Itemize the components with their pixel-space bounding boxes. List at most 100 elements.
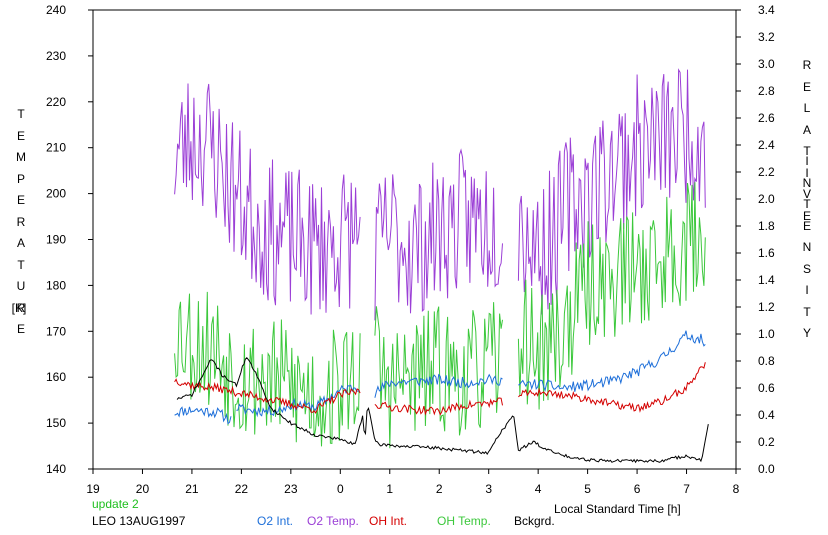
series-line-o2-int (174, 406, 232, 425)
x-tick-label: 8 (733, 482, 740, 496)
x-axis-label: Local Standard Time [h] (554, 502, 681, 516)
axis-label-letter: E (16, 128, 25, 143)
left-tick-label: 220 (46, 95, 66, 109)
series-line-oh-temp (517, 182, 706, 410)
x-tick-label: 23 (284, 482, 298, 496)
axis-label-letter: R (16, 214, 26, 229)
axis-label-letter: S (802, 261, 811, 276)
right-tick-label: 2.0 (758, 192, 775, 206)
x-tick-label: 3 (485, 482, 492, 496)
right-tick-label: 3.2 (758, 30, 775, 44)
axis-label-letter: N (802, 175, 812, 190)
right-tick-label: 0.2 (758, 435, 775, 449)
right-tick-label: 1.8 (758, 219, 775, 233)
legend-item: O2 Int. (257, 514, 294, 528)
x-tick-label: 7 (683, 482, 690, 496)
axis-label-letter: R (16, 300, 26, 315)
right-tick-label: 1.0 (758, 327, 775, 341)
axis-label-letter: P (16, 171, 25, 186)
series-line-o2-int (374, 373, 503, 398)
right-tick-label: 0.8 (758, 354, 775, 368)
legend-item: OH Int. (369, 514, 408, 528)
chart-caption: LEO 13AUG1997 (92, 514, 186, 528)
axis-layer: 1401501601701801902002102202302400.00.20… (46, 3, 775, 516)
left-tick-label: 240 (46, 3, 66, 17)
legend-item: Bckgrd. (514, 514, 555, 528)
right-tick-label: 3.0 (758, 57, 775, 71)
axis-label-letter: N (802, 240, 812, 254)
axis-label-letter: E (16, 322, 25, 336)
axis-label-letter: E (802, 79, 811, 94)
right-tick-label: 2.8 (758, 84, 775, 98)
axis-label-letter: V (802, 187, 811, 201)
right-tick-label: 0.4 (758, 408, 775, 422)
axis-label-letter: R (802, 58, 812, 72)
x-tick-label: 1 (386, 482, 393, 496)
series-layer (174, 68, 709, 464)
axis-label-letter: E (802, 218, 811, 233)
axis-label-letter: T (17, 257, 25, 272)
axis-label-letter: A (16, 236, 25, 250)
x-tick-label: 4 (535, 482, 542, 496)
series-line-o2-int (518, 330, 706, 392)
right-tick-label: 0.6 (758, 381, 775, 395)
series-line-oh-int (518, 362, 706, 413)
right-tick-label: 1.4 (758, 273, 775, 287)
axis-label-letter: I (805, 165, 809, 180)
x-tick-label: 6 (634, 482, 641, 496)
axis-label-letter: T (17, 107, 25, 121)
x-tick-label: 2 (436, 482, 443, 496)
axis-label-letter: I (805, 154, 809, 168)
x-tick-label: 22 (235, 482, 249, 496)
x-tick-label: 21 (185, 482, 199, 496)
update-label: update 2 (92, 497, 139, 511)
x-tick-label: 20 (136, 482, 150, 496)
left-axis-unit: [K] (11, 301, 27, 315)
right-tick-label: 2.4 (758, 138, 775, 152)
axis-label-letter: E (16, 193, 25, 207)
right-tick-label: 0.0 (758, 462, 775, 476)
left-tick-label: 210 (46, 141, 66, 155)
right-tick-label: 1.2 (758, 300, 775, 314)
right-tick-label: 2.6 (758, 111, 775, 125)
series-line-o2-temp (374, 148, 503, 321)
series-line-oh-int (174, 378, 361, 414)
left-tick-label: 150 (46, 416, 66, 430)
right-tick-label: 1.6 (758, 246, 775, 260)
left-tick-label: 190 (46, 233, 66, 247)
axis-label-letter: T (803, 197, 811, 211)
axis-label-letter: M (16, 150, 26, 164)
left-tick-label: 180 (46, 278, 66, 292)
left-tick-label: 200 (46, 187, 66, 201)
axis-label-letter: E (802, 208, 811, 223)
series-line-oh-int (374, 397, 503, 416)
x-tick-label: 5 (584, 482, 591, 496)
axis-label-letter: A (802, 122, 811, 137)
legend-item: O2 Temp. (307, 514, 359, 528)
x-tick-label: 0 (337, 482, 344, 496)
axis-label-letter: L (803, 101, 811, 115)
right-tick-label: 3.4 (758, 3, 775, 17)
series-line-bckgrd (176, 357, 709, 464)
series-line-o2-temp (517, 68, 706, 315)
axis-label-letter: T (803, 144, 811, 158)
x-tick-label: 19 (86, 482, 100, 496)
axis-label-letter: T (803, 304, 811, 319)
series-line-oh-temp (374, 302, 503, 449)
left-tick-label: 140 (46, 462, 66, 476)
left-tick-label: 170 (46, 324, 66, 338)
legend-item: OH Temp. (437, 514, 491, 528)
series-line-o2-temp (174, 83, 361, 315)
left-tick-label: 160 (46, 370, 66, 384)
series-line-o2-int (236, 384, 360, 418)
right-tick-label: 2.2 (758, 165, 775, 179)
axis-label-letter: I (805, 283, 809, 297)
series-line-oh-temp (174, 291, 361, 447)
left-tick-label: 230 (46, 49, 66, 63)
axis-label-letter: Y (802, 326, 811, 340)
